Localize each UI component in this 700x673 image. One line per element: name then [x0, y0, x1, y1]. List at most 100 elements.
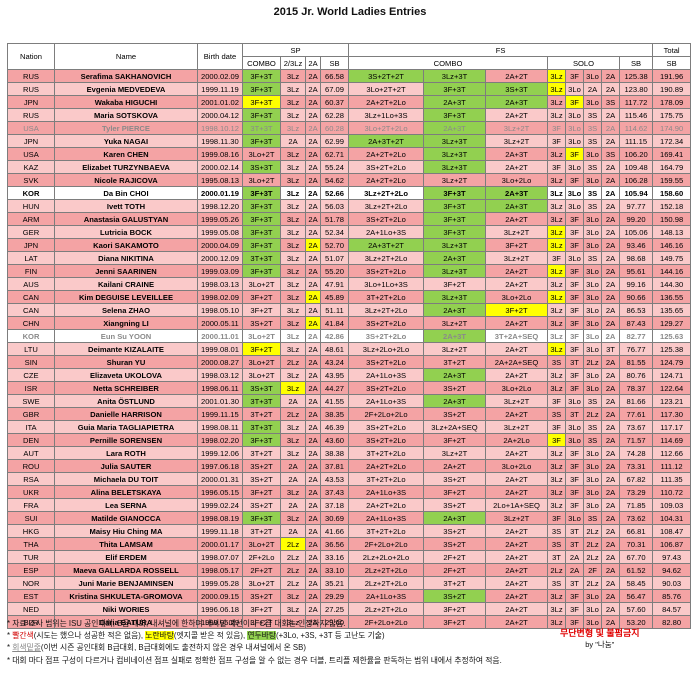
cell-fs-combo-3: 2A+2T	[485, 277, 549, 291]
cell-fs-combo-1: 2A+2T+2Lo	[348, 147, 425, 161]
cell-sp-2a: 2A	[305, 238, 321, 252]
cell-birth: 1998.10.12	[197, 121, 243, 135]
table-row: FIN Jenni SAARINEN 1999.03.09 3F+3T 3Lz 2A 55.…	[7, 264, 692, 278]
cell-nation: ARM	[7, 212, 55, 226]
cell-nation: ISR	[7, 381, 55, 395]
cell-nation: HKG	[7, 524, 55, 538]
cell-fs-solo-1: 3Lz	[547, 277, 567, 291]
cell-sp-2a: 2A	[305, 459, 321, 473]
cell-fs-solo-1: 3Lz	[547, 589, 567, 603]
cell-fs-solo-2: 3F	[565, 212, 585, 226]
cell-name: Serafima SAKHANOVICH	[54, 69, 198, 83]
cell-nation: NOR	[7, 576, 55, 590]
cell-sp-2-3lz: 3Lz	[280, 433, 306, 447]
cell-total-sb: 159.55	[652, 173, 692, 187]
cell-fs-solo-3: 3S	[583, 134, 603, 148]
cell-fs-combo-3: 2Lo+1A+SEQ	[485, 498, 549, 512]
cell-sp-2a: 2A	[305, 355, 321, 369]
cell-fs-combo-2: 3Lz+2T	[423, 446, 487, 460]
cell-fs-combo-3: 2A+2T	[485, 407, 549, 421]
header-sp-2-3lz: 2/3Lz	[280, 56, 306, 70]
cell-fs-solo-4: 2A	[601, 212, 621, 226]
cell-sp-2-3lz: 3Lz	[280, 316, 306, 330]
table-row: KAZ Elizabet TURZYNBAEVA 2000.02.14 3S+3T 3L…	[7, 160, 692, 174]
cell-sp-sb: 43.53	[319, 472, 350, 486]
cell-nation: EST	[7, 589, 55, 603]
cell-nation: FIN	[7, 264, 55, 278]
cell-sp-2-3lz: 3Lz	[280, 277, 306, 291]
cell-sp-sb: 62.71	[319, 147, 350, 161]
cell-sp-2-3lz: 3Lz	[280, 160, 306, 174]
cell-fs-solo-4: 2A	[601, 264, 621, 278]
cell-fs-combo-2: 3F+3T	[423, 225, 487, 239]
cell-fs-sb: 109.48	[619, 160, 654, 174]
cell-sp-combo: 3T+2T	[242, 407, 281, 421]
table-row: SWE Anita ÖSTLUND 2001.01.30 3T+3T 2A 2A 41.55…	[7, 394, 692, 408]
cell-fs-combo-2: 3S+2T	[423, 472, 487, 486]
cell-fs-solo-2: 3F	[565, 342, 585, 356]
cell-fs-solo-4: 2A	[601, 368, 621, 382]
cell-birth: 1998.07.07	[197, 550, 243, 564]
table-row: ISR Netta SCHREIBER 1998.06.11 3S+3T 3Lz 2A 44…	[7, 381, 692, 395]
legend-grey-desc: (이번 시즌 공인대회 B급대회, B급대회에도 출전하지 않은 경우 내셔널에…	[40, 643, 306, 653]
table-row: KOR Da Bin CHOI 2000.01.19 3F+3T 3Lz 2A 52.66 3…	[7, 186, 692, 200]
cell-fs-solo-1: 3Lz	[547, 238, 567, 252]
table-row: SVK Nicole RAJICOVA 1995.08.13 3Lo+2T 3Lz 2A 5…	[7, 173, 692, 187]
cell-sp-2a: 2A	[305, 303, 321, 317]
cell-fs-solo-1: 3Lz	[547, 485, 567, 499]
cell-sp-combo: 3F+2T	[242, 615, 281, 629]
cell-fs-combo-2: 3S+2T	[423, 589, 487, 603]
cell-fs-combo-2: 3F+2T	[423, 485, 487, 499]
cell-fs-solo-4: 2A	[601, 550, 621, 564]
cell-sp-2a: 2A	[305, 82, 321, 96]
cell-fs-combo-1: 2F+2Lo+2Lo	[348, 537, 425, 551]
cell-fs-solo-4: 2A	[601, 199, 621, 213]
cell-fs-solo-1: 3S	[547, 355, 567, 369]
cell-fs-sb: 81.55	[619, 355, 654, 369]
cell-fs-solo-3: 3Lo	[583, 368, 603, 382]
cell-fs-combo-2: 3Lz+3T	[423, 147, 487, 161]
cell-fs-solo-1: 3F	[547, 433, 567, 447]
cell-fs-solo-4: 3S	[601, 147, 621, 161]
cell-fs-combo-3: 2A+2T	[485, 589, 549, 603]
cell-fs-combo-2: 2F+2T	[423, 550, 487, 564]
cell-fs-sb: 81.66	[619, 394, 654, 408]
table-row: FRA Lea SERNA 1999.02.24 3S+2T 2A 2A 37.18 2A+2…	[7, 498, 692, 512]
cell-sp-2-3lz: 2A	[280, 134, 306, 148]
cell-sp-2-3lz: 3Lz	[280, 511, 306, 525]
cell-fs-solo-2: 3Lo	[565, 433, 585, 447]
cell-sp-combo: 3T+2T	[242, 446, 281, 460]
footnotes: * 자료 조사 범위는 ISU 공인대회, B급 대회, 내셔널에 한하며 내셔…	[7, 618, 697, 667]
cell-birth: 1998.02.09	[197, 290, 243, 304]
cell-fs-solo-4: 3T	[601, 342, 621, 356]
cell-fs-combo-2: 2A+3T	[423, 303, 487, 317]
cell-fs-solo-3: 3Lo	[583, 459, 603, 473]
cell-sp-sb: 37.43	[319, 485, 350, 499]
cell-sp-sb: 33.10	[319, 563, 350, 577]
cell-fs-solo-4: 2A	[601, 251, 621, 265]
cell-fs-sb: 99.16	[619, 277, 654, 291]
cell-nation: ROU	[7, 459, 55, 473]
cell-fs-combo-3: 2A+2T	[485, 446, 549, 460]
cell-sp-2-3lz: 3Lz	[280, 121, 306, 135]
cell-fs-combo-3: 3F+2T	[485, 238, 549, 252]
cell-fs-sb: 105.94	[619, 186, 654, 200]
cell-nation: JPN	[7, 238, 55, 252]
cell-fs-combo-1: 2A+2T+2Lo	[348, 173, 425, 187]
cell-sp-sb: 41.66	[319, 524, 350, 538]
cell-name: Maria SOTSKOVA	[54, 108, 198, 122]
cell-sp-combo: 3F+3T	[242, 264, 281, 278]
cell-sp-2-3lz: 2Lz	[280, 563, 306, 577]
cell-fs-combo-3: 2A+3T	[485, 199, 549, 213]
cell-sp-combo: 3T+2T	[242, 524, 281, 538]
cell-sp-2a: 2A	[305, 602, 321, 616]
cell-sp-sb: 45.89	[319, 290, 350, 304]
cell-birth: 1998.02.20	[197, 433, 243, 447]
cell-total-sb: 190.89	[652, 82, 692, 96]
header-nation: Nation	[7, 43, 55, 70]
cell-sp-sb: 47.91	[319, 277, 350, 291]
footnote-bullet: *	[7, 631, 13, 641]
cell-sp-2-3lz: 2A	[280, 524, 306, 538]
cell-birth: 2000.04.12	[197, 108, 243, 122]
cell-total-sb: 125.63	[652, 329, 692, 343]
